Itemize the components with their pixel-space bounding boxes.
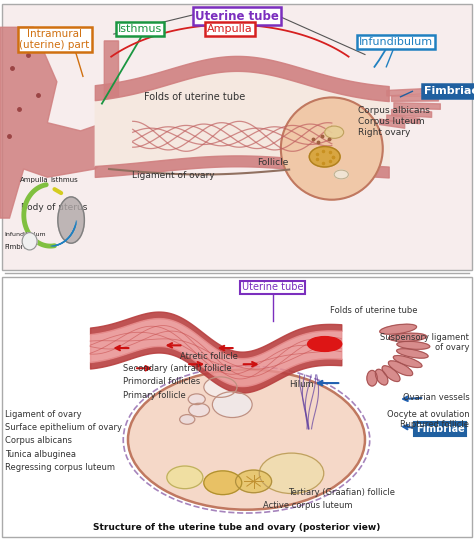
Text: Active corpus luteum: Active corpus luteum	[264, 501, 353, 510]
Ellipse shape	[334, 170, 348, 179]
Text: Follicle: Follicle	[257, 158, 288, 167]
Ellipse shape	[309, 146, 340, 167]
Text: Body of uterus: Body of uterus	[21, 203, 88, 212]
Text: Fimbriae: Fimbriae	[5, 244, 35, 250]
Ellipse shape	[375, 369, 388, 385]
Text: Secondary (antral) follicle: Secondary (antral) follicle	[123, 364, 232, 373]
Ellipse shape	[128, 370, 365, 509]
Text: Ligament of ovary: Ligament of ovary	[5, 410, 82, 418]
Text: Infundibulum: Infundibulum	[5, 232, 46, 237]
Ellipse shape	[236, 470, 272, 493]
FancyBboxPatch shape	[2, 4, 472, 270]
Text: Structure of the uterine tube and ovary (posterior view): Structure of the uterine tube and ovary …	[93, 522, 381, 532]
Text: Primordial follicles: Primordial follicles	[123, 377, 201, 386]
Text: Primary follicle: Primary follicle	[123, 391, 186, 399]
Text: Ampulla: Ampulla	[207, 24, 253, 34]
Text: Folds of uterine tube: Folds of uterine tube	[329, 306, 417, 315]
Text: Corpus albicans: Corpus albicans	[5, 436, 72, 446]
Text: Regressing corpus luteum: Regressing corpus luteum	[5, 463, 115, 473]
Text: Uterine tube: Uterine tube	[195, 10, 279, 23]
Ellipse shape	[397, 349, 428, 358]
Ellipse shape	[204, 377, 237, 397]
Ellipse shape	[308, 337, 342, 351]
Ellipse shape	[388, 361, 413, 376]
Ellipse shape	[189, 403, 210, 417]
Text: Fimbriae: Fimbriae	[424, 86, 474, 96]
Text: Folds of uterine tube: Folds of uterine tube	[144, 92, 245, 102]
Text: Ruptured follicle: Ruptured follicle	[400, 421, 469, 429]
Ellipse shape	[397, 341, 430, 349]
Ellipse shape	[259, 453, 324, 494]
Text: Uterine tube: Uterine tube	[242, 282, 303, 293]
Text: Isthmus: Isthmus	[50, 177, 78, 183]
Ellipse shape	[382, 366, 400, 382]
Text: Suspensory ligament
of ovary: Suspensory ligament of ovary	[380, 333, 469, 352]
Ellipse shape	[167, 466, 203, 489]
Circle shape	[22, 233, 37, 250]
Text: Fimbriae: Fimbriae	[416, 424, 465, 434]
Text: Oocyte at ovulation: Oocyte at ovulation	[387, 410, 469, 418]
Text: Infundibulum: Infundibulum	[359, 37, 433, 47]
Text: Intramural
(uterine) part: Intramural (uterine) part	[19, 29, 90, 50]
Text: Hilum: Hilum	[289, 380, 313, 389]
Text: Right ovary: Right ovary	[358, 128, 410, 137]
Text: Isthmus: Isthmus	[118, 24, 162, 34]
Ellipse shape	[367, 370, 377, 386]
Ellipse shape	[325, 126, 344, 138]
Text: Tertiary (Graafian) follicle: Tertiary (Graafian) follicle	[288, 488, 395, 496]
Ellipse shape	[204, 471, 242, 495]
Ellipse shape	[281, 98, 383, 199]
Text: Ovarian vessels: Ovarian vessels	[402, 393, 469, 402]
Text: Atretic follicle: Atretic follicle	[180, 352, 237, 360]
Ellipse shape	[180, 415, 195, 424]
Ellipse shape	[212, 392, 252, 417]
Text: Corpus albicans: Corpus albicans	[358, 106, 430, 115]
Ellipse shape	[188, 394, 205, 405]
Text: Ampulla: Ampulla	[19, 177, 48, 183]
Polygon shape	[0, 27, 118, 218]
Ellipse shape	[58, 197, 84, 243]
Ellipse shape	[389, 333, 427, 341]
Text: Corpus luteum: Corpus luteum	[358, 117, 425, 126]
Ellipse shape	[393, 356, 422, 367]
FancyBboxPatch shape	[2, 276, 472, 537]
Text: Ligament of ovary: Ligament of ovary	[132, 171, 214, 180]
Text: Tunica albuginea: Tunica albuginea	[5, 450, 76, 459]
Ellipse shape	[380, 324, 417, 334]
Text: Surface epithelium of ovary: Surface epithelium of ovary	[5, 423, 122, 432]
